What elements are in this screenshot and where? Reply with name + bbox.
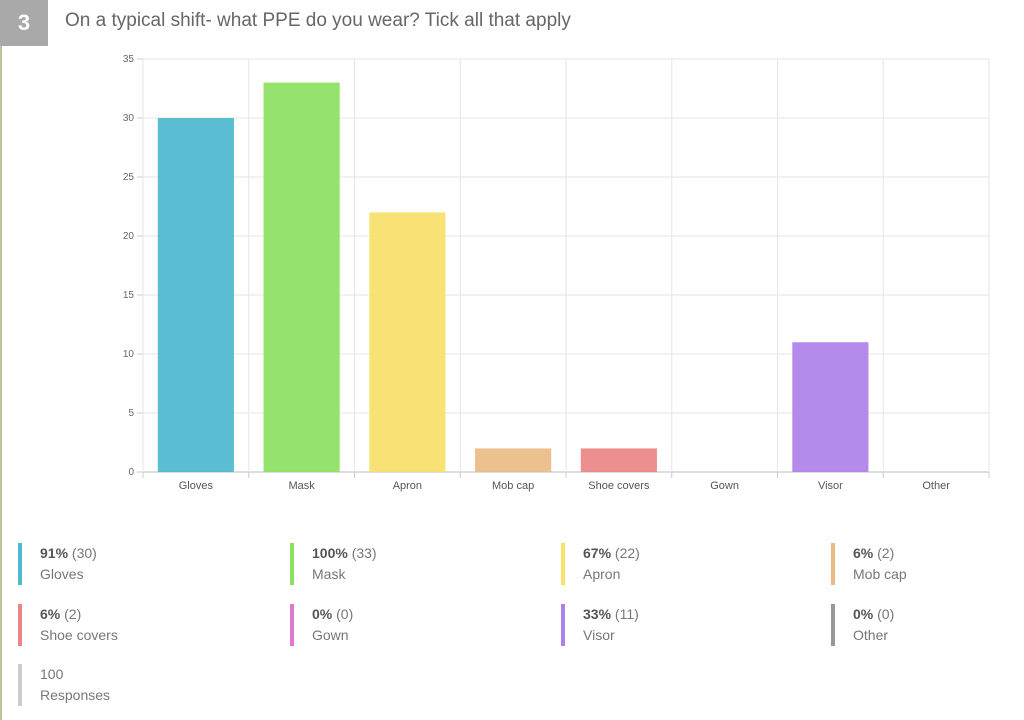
bar-mob-cap — [475, 448, 552, 472]
legend-label: Gloves — [40, 566, 84, 582]
responses-label: Responses — [40, 687, 111, 703]
responses-count: 100 — [40, 666, 64, 682]
legend-percent: 91% — [40, 545, 69, 561]
legend-color-bar — [561, 604, 565, 646]
legend-color-bar — [561, 543, 565, 585]
legend-stat: 100% (33) — [312, 545, 377, 561]
legend-color-bar — [18, 604, 22, 646]
responses-summary: 100 Responses — [18, 664, 218, 708]
legend-color-bar — [831, 604, 835, 646]
legend-color-bar — [290, 543, 294, 585]
legend-item-mask: 100% (33) Mask — [290, 543, 510, 587]
y-tick-label: 20 — [123, 231, 135, 242]
legend-item-gown: 0% (0) Gown — [290, 604, 510, 648]
responses-color-bar — [18, 664, 22, 706]
x-tick-label: Mob cap — [492, 480, 534, 492]
legend-color-bar — [831, 543, 835, 585]
legend-label: Apron — [583, 566, 621, 582]
y-tick-label: 15 — [123, 290, 135, 301]
legend-count: (22) — [611, 545, 640, 561]
question-number-badge: 3 — [0, 0, 48, 46]
legend-percent: 33% — [583, 606, 612, 622]
legend-item-apron: 67% (22) Apron — [561, 543, 781, 587]
legend-color-bar — [290, 604, 294, 646]
legend-percent: 6% — [40, 606, 61, 622]
y-tick-label: 25 — [123, 172, 135, 183]
legend-count: (30) — [68, 545, 97, 561]
x-tick-label: Apron — [393, 480, 422, 492]
legend-stat: 33% (11) — [583, 606, 639, 622]
legend-stat: 0% (0) — [312, 606, 353, 622]
legend-count: (2) — [60, 606, 82, 622]
legend-percent: 0% — [853, 606, 874, 622]
legend-count: (2) — [873, 545, 895, 561]
legend-label: Other — [853, 627, 889, 643]
x-tick-label: Other — [922, 480, 950, 492]
legend-label: Visor — [583, 627, 615, 643]
y-tick-label: 35 — [123, 54, 135, 65]
legend-stat: 6% (2) — [853, 545, 894, 561]
legend-label: Shoe covers — [40, 627, 118, 643]
x-tick-label: Mask — [288, 480, 315, 492]
bar-chart: 0 5 10 15 20 25 30 35 Gloves Mask Apron Mob cap Shoe… — [123, 54, 990, 492]
x-tick-label: Gown — [710, 480, 739, 492]
y-tick-label: 30 — [123, 113, 135, 124]
legend-count: (0) — [332, 606, 354, 622]
legend-percent: 67% — [583, 545, 612, 561]
legend-count: (33) — [347, 545, 377, 561]
legend-label: Mask — [312, 566, 346, 582]
legend-item-mob-cap: 6% (2) Mob cap — [831, 543, 1024, 587]
legend-item-shoe-covers: 6% (2) Shoe covers — [18, 604, 238, 648]
y-tick-label: 0 — [128, 467, 134, 478]
x-tick-label: Visor — [818, 480, 843, 492]
question-title: On a typical shift- what PPE do you wear… — [65, 10, 571, 31]
x-tick-label: Gloves — [179, 480, 214, 492]
legend-stat: 0% (0) — [853, 606, 894, 622]
legend-item-visor: 33% (11) Visor — [561, 604, 781, 648]
bar-visor — [792, 342, 869, 472]
x-tick-label: Shoe covers — [588, 480, 650, 492]
legend-percent: 0% — [312, 606, 333, 622]
legend-stat: 6% (2) — [40, 606, 81, 622]
legend-label: Mob cap — [853, 566, 907, 582]
legend-color-bar — [18, 543, 22, 585]
legend-count: (0) — [873, 606, 895, 622]
legend-item-gloves: 91% (30) Gloves — [18, 543, 238, 587]
legend-stat: 91% (30) — [40, 545, 97, 561]
y-tick-label: 10 — [123, 349, 135, 360]
bar-apron — [369, 212, 446, 472]
bar-shoe-covers — [580, 448, 657, 472]
left-accent-rule — [0, 0, 2, 720]
legend-label: Gown — [312, 627, 349, 643]
legend-percent: 100% — [312, 545, 348, 561]
bar-gloves — [157, 118, 234, 472]
y-tick-label: 5 — [128, 408, 134, 419]
legend-stat: 67% (22) — [583, 545, 640, 561]
bar-mask — [263, 82, 340, 472]
legend-count: (11) — [611, 606, 639, 622]
legend-percent: 6% — [853, 545, 874, 561]
legend-item-other: 0% (0) Other — [831, 604, 1024, 648]
